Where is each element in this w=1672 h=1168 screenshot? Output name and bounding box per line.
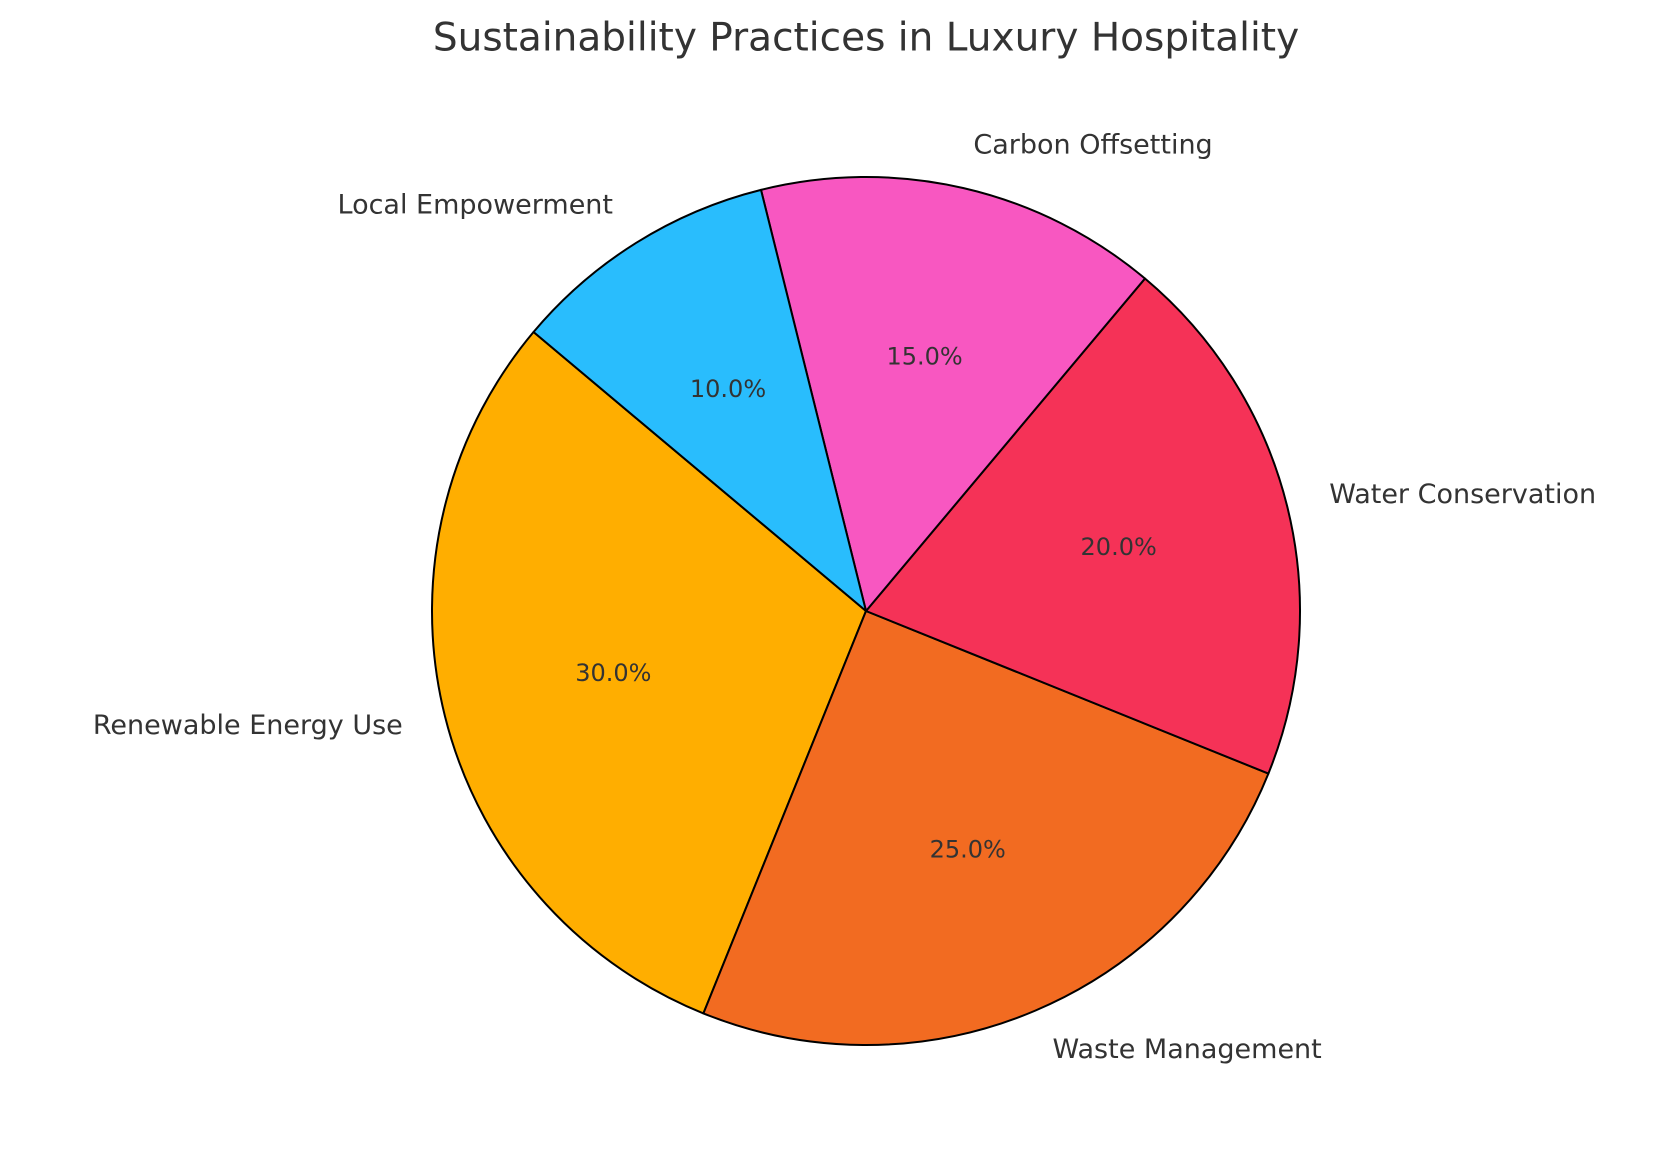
- slice-label: Water Conservation: [1329, 479, 1596, 510]
- pie-slice: [431, 331, 867, 1015]
- slice-label: Local Empowerment: [338, 190, 614, 221]
- pie-slice: [760, 176, 1146, 612]
- pie-slice: [865, 277, 1301, 775]
- value-label: 15.0%: [886, 342, 962, 370]
- value-label: 20.0%: [1081, 533, 1157, 561]
- value-label: 25.0%: [930, 836, 1006, 864]
- slice-label: Renewable Energy Use: [93, 710, 403, 741]
- slice-label: Waste Management: [1053, 1034, 1322, 1065]
- pie-slice: [532, 188, 867, 612]
- chart-title: Sustainability Practices in Luxury Hospi…: [433, 16, 1299, 61]
- value-label: 30.0%: [575, 659, 651, 687]
- pie-slice: [702, 610, 1270, 1046]
- slice-label: Carbon Offsetting: [973, 129, 1212, 160]
- value-label: 10.0%: [690, 375, 766, 403]
